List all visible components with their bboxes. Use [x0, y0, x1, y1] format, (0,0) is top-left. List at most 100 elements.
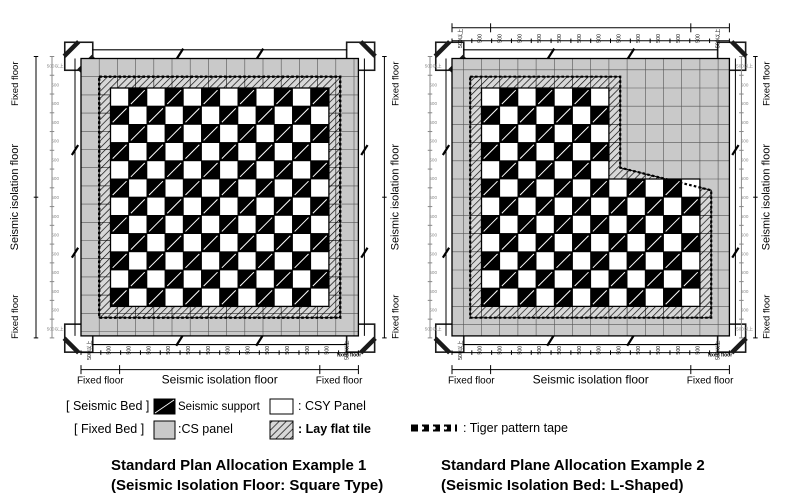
svg-text:500: 500: [429, 120, 437, 125]
svg-text:500: 500: [741, 120, 749, 125]
svg-text:500: 500: [577, 34, 583, 43]
svg-text:Seismic isolation floor: Seismic isolation floor: [760, 144, 772, 251]
svg-text:500: 500: [597, 346, 603, 355]
svg-text:500: 500: [676, 34, 682, 43]
svg-text:500: 500: [429, 157, 437, 162]
svg-text:500: 500: [656, 34, 662, 43]
svg-text:[ Fixed Bed ]: [ Fixed Bed ]: [74, 422, 144, 436]
svg-text:Seismic isolation floor: Seismic isolation floor: [9, 144, 21, 251]
svg-text:500: 500: [616, 34, 622, 43]
svg-text:Seismic isolation floor: Seismic isolation floor: [533, 373, 649, 387]
svg-text:500: 500: [741, 195, 749, 200]
svg-text:Seismic support: Seismic support: [178, 401, 261, 413]
svg-text:500: 500: [429, 101, 437, 106]
svg-text:500: 500: [478, 346, 484, 355]
svg-text:500: 500: [51, 270, 59, 275]
svg-text:500: 500: [676, 346, 682, 355]
svg-text:500: 500: [51, 176, 59, 181]
svg-text:500: 500: [305, 346, 311, 355]
svg-text:500: 500: [636, 34, 642, 43]
svg-text:500: 500: [741, 270, 749, 275]
svg-text:(Seismic Isolation Bed: L-Shap: (Seismic Isolation Bed: L-Shaped): [441, 477, 684, 494]
svg-text:500: 500: [206, 346, 212, 355]
svg-text:500: 500: [429, 233, 437, 238]
svg-text:500: 500: [325, 346, 331, 355]
svg-text:Fixed floor: Fixed floor: [10, 62, 21, 106]
svg-text:500: 500: [656, 346, 662, 355]
svg-text:Seismic isolation floor: Seismic isolation floor: [162, 373, 278, 387]
svg-text:500: 500: [265, 346, 271, 355]
svg-text:500: 500: [429, 289, 437, 294]
svg-text:500: 500: [51, 214, 59, 219]
svg-text:500: 500: [429, 139, 437, 144]
svg-text:500: 500: [636, 346, 642, 355]
svg-text:500: 500: [51, 120, 59, 125]
svg-text:500: 500: [741, 82, 749, 87]
svg-text:[ Seismic Bed ]: [ Seismic Bed ]: [66, 399, 149, 413]
svg-text:500: 500: [741, 176, 749, 181]
svg-text:Fixed floor: Fixed floor: [687, 376, 734, 387]
svg-text:: Tiger pattern tape: : Tiger pattern tape: [463, 421, 568, 435]
svg-text:500: 500: [517, 346, 523, 355]
svg-text:500: 500: [51, 101, 59, 106]
svg-text:500: 500: [498, 346, 504, 355]
svg-text:500: 500: [557, 346, 563, 355]
svg-text:500: 500: [616, 346, 622, 355]
svg-text:500: 500: [517, 34, 523, 43]
svg-text:500: 500: [696, 346, 702, 355]
svg-text:500: 500: [51, 157, 59, 162]
svg-text:500: 500: [577, 346, 583, 355]
svg-text:500: 500: [51, 289, 59, 294]
svg-text:(Seismic Isolation Floor: Squa: (Seismic Isolation Floor: Square Type): [111, 477, 383, 494]
svg-text:Seismic isolation floor: Seismic isolation floor: [389, 144, 401, 251]
svg-text:500: 500: [741, 308, 749, 313]
svg-text:500: 500: [51, 82, 59, 87]
svg-text:500: 500: [741, 251, 749, 256]
svg-text:500: 500: [429, 308, 437, 313]
svg-text:500: 500: [107, 346, 113, 355]
svg-text:500以上: 500以上: [85, 340, 93, 360]
svg-text:500: 500: [51, 308, 59, 313]
svg-text:500: 500: [741, 289, 749, 294]
svg-text:500: 500: [429, 214, 437, 219]
svg-text:500: 500: [696, 34, 702, 43]
svg-text:500: 500: [127, 346, 133, 355]
svg-text:Fixed floor: Fixed floor: [77, 376, 124, 387]
svg-text:500: 500: [741, 157, 749, 162]
svg-text:500以上: 500以上: [736, 63, 753, 69]
svg-text:500: 500: [245, 346, 251, 355]
svg-text:500: 500: [429, 251, 437, 256]
svg-text:500: 500: [51, 195, 59, 200]
svg-text:500: 500: [51, 233, 59, 238]
svg-text::CS panel: :CS panel: [178, 422, 233, 436]
svg-text:: Lay flat tile: : Lay flat tile: [298, 422, 371, 436]
svg-text:500以上: 500以上: [713, 28, 721, 48]
svg-text:fixed floor: fixed floor: [337, 353, 361, 359]
svg-text:500: 500: [51, 139, 59, 144]
svg-text:Standard Plan Allocation Examp: Standard Plan Allocation Example 1: [111, 457, 366, 474]
svg-text:500: 500: [478, 34, 484, 43]
svg-text:500: 500: [537, 346, 543, 355]
svg-text:Fixed floor: Fixed floor: [10, 295, 21, 339]
svg-text:500: 500: [285, 346, 291, 355]
svg-text:500: 500: [597, 34, 603, 43]
svg-text:fixed floor: fixed floor: [708, 353, 732, 359]
svg-text:500: 500: [741, 139, 749, 144]
svg-text:500: 500: [537, 34, 543, 43]
svg-text:500以上: 500以上: [47, 63, 64, 69]
svg-text:500: 500: [51, 251, 59, 256]
svg-text:500: 500: [741, 233, 749, 238]
svg-text:500以上: 500以上: [456, 28, 464, 48]
svg-text:500: 500: [429, 82, 437, 87]
svg-text:Standard Plane Allocation Exam: Standard Plane Allocation Example 2: [441, 457, 705, 474]
svg-text:500以上: 500以上: [425, 63, 442, 69]
svg-text:500: 500: [186, 346, 192, 355]
svg-text:Fixed floor: Fixed floor: [316, 376, 363, 387]
svg-text:Fixed floor: Fixed floor: [448, 376, 495, 387]
svg-text:500: 500: [226, 346, 232, 355]
svg-text:500以上: 500以上: [736, 325, 753, 331]
svg-text:500: 500: [146, 346, 152, 355]
svg-text:Fixed floor: Fixed floor: [761, 295, 772, 339]
svg-text:500: 500: [741, 101, 749, 106]
svg-text:500以上: 500以上: [47, 325, 64, 331]
